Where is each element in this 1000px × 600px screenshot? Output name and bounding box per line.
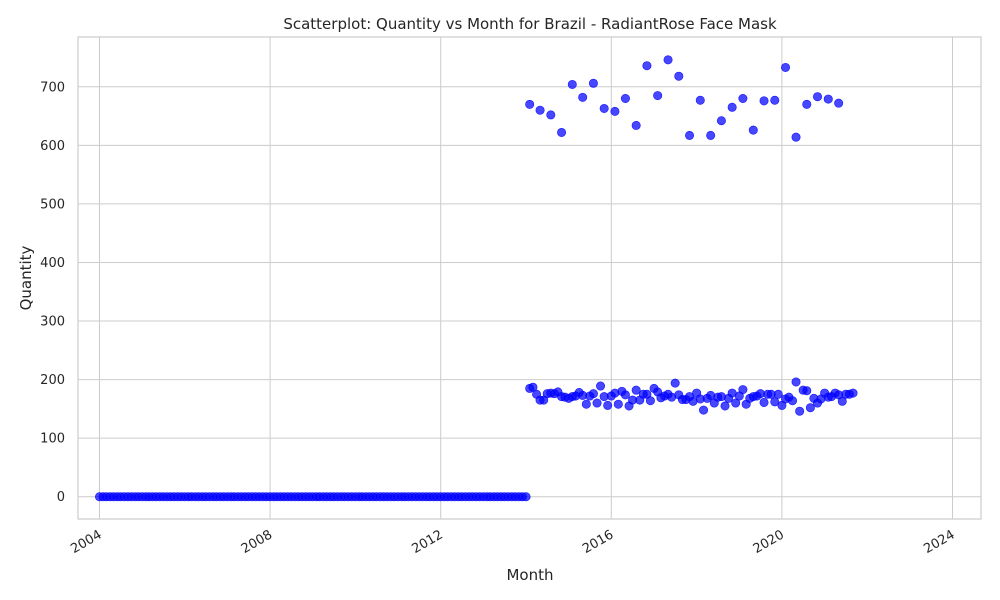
data-point <box>578 92 588 102</box>
data-point <box>738 385 748 395</box>
y-tick-label: 300 <box>40 315 65 330</box>
data-point <box>695 95 705 105</box>
data-point <box>802 386 812 396</box>
data-point <box>759 96 769 106</box>
data-point <box>716 116 726 126</box>
data-point <box>620 390 630 400</box>
data-point <box>653 91 663 101</box>
data-point <box>521 492 531 502</box>
data-point <box>706 130 716 140</box>
data-point <box>620 93 630 103</box>
grid <box>78 37 981 519</box>
x-tick-label: 2024 <box>921 527 957 557</box>
data-point <box>596 381 606 391</box>
chart-title: Scatterplot: Quantity vs Month for Brazi… <box>283 15 777 33</box>
data-point <box>581 399 591 409</box>
data-point <box>546 110 556 120</box>
data-points <box>94 55 858 502</box>
y-tick-label: 600 <box>40 139 65 154</box>
data-point <box>791 377 801 387</box>
data-point <box>592 398 602 408</box>
data-point <box>770 95 780 105</box>
plot-frame <box>77 36 982 520</box>
data-point <box>557 127 567 137</box>
data-point <box>525 99 535 109</box>
data-point <box>674 71 684 81</box>
data-point <box>720 401 730 411</box>
data-point <box>535 105 545 115</box>
data-point <box>603 400 613 410</box>
y-axis-label: Quantity <box>17 245 35 310</box>
x-axis-label: Month <box>506 566 553 584</box>
y-tick-labels: 0 100 200 300 400 500 600 700 <box>40 80 65 505</box>
x-tick-label: 2008 <box>239 527 275 557</box>
y-tick-label: 0 <box>57 490 65 505</box>
data-point <box>727 102 737 112</box>
data-point <box>567 79 577 89</box>
data-point <box>610 106 620 116</box>
data-point <box>738 93 748 103</box>
data-point <box>813 92 823 102</box>
data-point <box>685 130 695 140</box>
x-tick-label: 2016 <box>580 527 616 557</box>
data-point <box>773 389 783 399</box>
data-point <box>631 120 641 130</box>
data-point <box>588 389 598 399</box>
data-point <box>631 385 641 395</box>
data-point <box>613 399 623 409</box>
data-point <box>588 78 598 88</box>
data-point <box>759 397 769 407</box>
data-point <box>599 103 609 113</box>
data-point <box>699 405 709 415</box>
data-point <box>770 397 780 407</box>
data-point <box>663 55 673 65</box>
data-point <box>670 378 680 388</box>
y-tick-label: 200 <box>40 373 65 388</box>
x-tick-label: 2020 <box>751 527 787 557</box>
y-tick-label: 400 <box>40 256 65 271</box>
x-tick-label: 2004 <box>68 527 104 557</box>
x-tick-label: 2012 <box>410 527 446 557</box>
y-tick-label: 100 <box>40 432 65 447</box>
y-tick-label: 500 <box>40 197 65 212</box>
y-tick-label: 700 <box>40 80 65 95</box>
data-point <box>642 61 652 71</box>
x-tick-labels: 2004 2008 2012 2016 2020 2024 <box>68 527 957 557</box>
data-point <box>805 403 815 413</box>
data-point <box>823 94 833 104</box>
data-point <box>645 396 655 406</box>
data-point <box>802 99 812 109</box>
data-point <box>791 132 801 142</box>
data-point <box>781 62 791 72</box>
data-point <box>748 125 758 135</box>
data-point <box>848 388 858 398</box>
data-point <box>834 98 844 108</box>
data-point <box>795 406 805 416</box>
data-point <box>528 382 538 392</box>
data-point <box>731 398 741 408</box>
data-point <box>837 396 847 406</box>
data-point <box>788 396 798 406</box>
